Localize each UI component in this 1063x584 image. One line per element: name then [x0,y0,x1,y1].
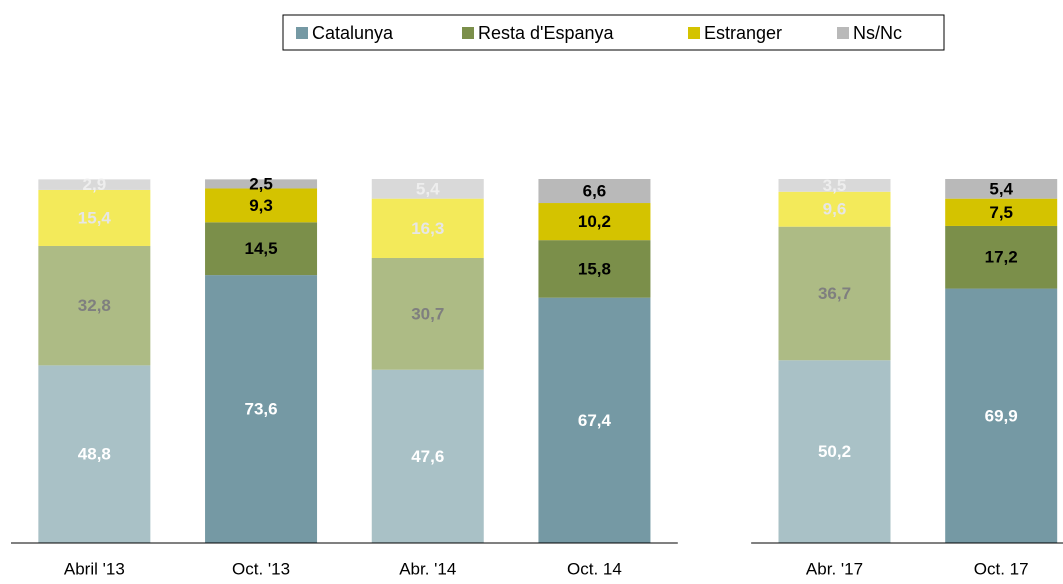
bar-segment [38,365,151,543]
bar-segment [945,198,1058,226]
bar-segment [371,369,484,543]
data-label: 15,4 [78,208,112,227]
bar-segment [371,257,484,370]
data-label: 14,5 [245,239,278,258]
data-label: 15,8 [578,259,611,278]
legend-box [282,14,945,51]
data-label: 5,4 [989,179,1013,198]
bar-segment [778,226,891,361]
bar-segment [38,245,151,366]
data-label: 36,7 [818,284,851,303]
data-label: 3,5 [823,176,847,195]
legend-label: Resta d'Espanya [478,23,615,43]
data-label: 48,8 [78,445,111,464]
data-label: 16,3 [411,219,444,238]
bar-segment [945,288,1058,543]
bar-segment [945,225,1058,289]
bar-segment [205,275,318,543]
x-tick-label: Oct. '13 [232,559,290,578]
legend-label: Catalunya [312,23,394,43]
bar-segment [538,297,651,543]
x-tick-label: Abr. '17 [806,559,863,578]
bar-segment [945,179,1058,199]
bar-segment [38,179,151,190]
legend-swatch [296,27,308,39]
bar-segment [371,198,484,258]
data-label: 69,9 [985,406,1018,425]
legend-swatch [462,27,474,39]
data-label: 2,9 [83,175,107,194]
bar-segment [371,179,484,199]
x-tick-label: Abr. '14 [399,559,456,578]
data-label: 10,2 [578,212,611,231]
legend-label: Estranger [704,23,782,43]
data-label: 47,6 [411,447,444,466]
data-label: 6,6 [583,181,607,200]
data-label: 67,4 [578,411,612,430]
data-label: 9,6 [823,200,847,219]
data-label: 2,5 [249,174,273,193]
bar-segment [538,179,651,204]
data-label: 17,2 [985,248,1018,267]
bar-segment [538,240,651,298]
legend-label: Ns/Nc [853,23,902,43]
bar-segment [38,189,151,246]
data-label: 50,2 [818,442,851,461]
bar-segment [205,179,318,189]
legend-swatch [688,27,700,39]
bar-segment [778,191,891,227]
bar-segment [205,222,318,276]
x-tick-label: Abril '13 [64,559,125,578]
bar-segment [778,360,891,543]
bar-segment [205,188,318,223]
bar-segment [778,179,891,192]
bar-segment [538,203,651,241]
x-tick-label: Oct. 17 [974,559,1029,578]
data-label: 9,3 [249,196,273,215]
data-label: 30,7 [411,304,444,323]
data-label: 7,5 [989,203,1013,222]
data-label: 73,6 [245,400,278,419]
legend-swatch [837,27,849,39]
data-label: 32,8 [78,296,111,315]
x-tick-label: Oct. 14 [567,559,622,578]
data-label: 5,4 [416,179,440,198]
